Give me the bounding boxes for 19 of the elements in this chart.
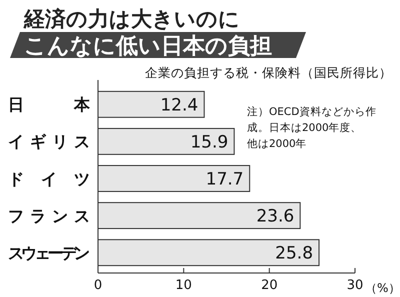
y-tick-label: 日本 bbox=[8, 95, 91, 114]
data-label: 12.4 bbox=[160, 96, 198, 116]
y-tick-label: イギリス bbox=[8, 132, 90, 152]
annotation: 注）OECD資料などから作成。日本は2000年度、他は2000年 bbox=[247, 105, 376, 150]
y-tick-label: スウェーデン bbox=[8, 243, 90, 262]
data-label: 17.7 bbox=[206, 170, 244, 190]
y-tick-label: ドイツ bbox=[8, 169, 90, 188]
x-tick-label: 20 bbox=[261, 278, 278, 294]
x-tick-label: 30 bbox=[346, 278, 364, 294]
data-label: 23.6 bbox=[256, 206, 294, 227]
data-label: 15.9 bbox=[190, 132, 228, 153]
x-tick-label: 10 bbox=[175, 278, 192, 294]
chart-title: 経済の力は大きいのに bbox=[23, 7, 240, 31]
y-tick-label: フランス bbox=[8, 206, 90, 226]
x-tick-label: 0 bbox=[94, 278, 102, 294]
chart-subtitle: こんなに低い日本の負担 bbox=[24, 34, 272, 59]
data-label: 25.8 bbox=[275, 244, 314, 264]
annotation: 企業の負担する税・保険料（国民所得比） bbox=[145, 65, 392, 80]
x-axis-title: （%） bbox=[365, 281, 400, 295]
